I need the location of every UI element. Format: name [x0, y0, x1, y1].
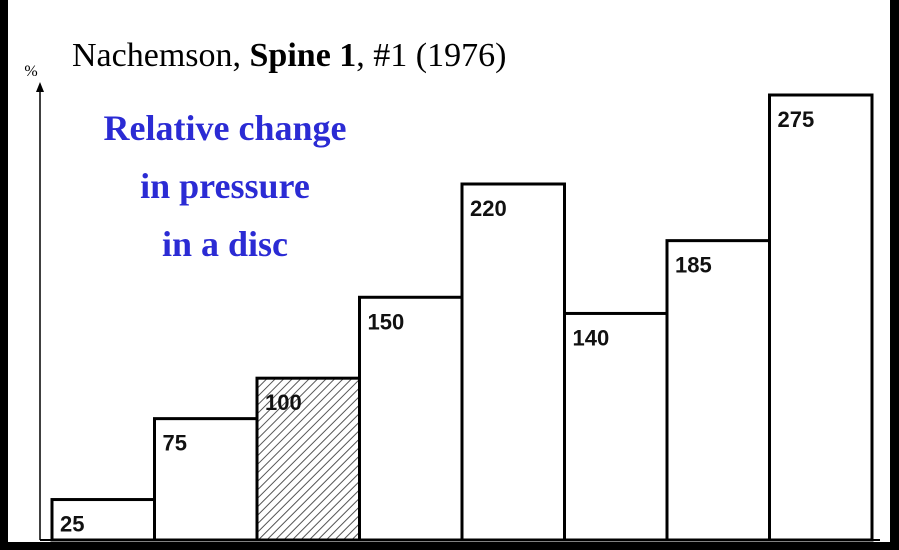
- value-label: 185: [675, 253, 712, 278]
- page: Nachemson, Spine 1, #1 (1976) % 25 75 100 1…: [0, 0, 899, 550]
- value-label: 140: [573, 325, 610, 350]
- annotation-line: in pressure: [140, 166, 310, 206]
- y-axis-label: %: [24, 63, 37, 80]
- value-label: 220: [470, 196, 507, 221]
- title-issue: , #1 (1976): [356, 37, 506, 74]
- value-label: 150: [368, 309, 405, 334]
- title-journal: Spine 1: [250, 37, 357, 74]
- bar: [667, 241, 770, 540]
- annotation-line: Relative change: [104, 108, 347, 148]
- value-label: 25: [60, 512, 84, 537]
- bar: [462, 184, 565, 540]
- bar: [770, 95, 873, 540]
- value-label: 100: [265, 390, 302, 415]
- annotation-line: in a disc: [162, 224, 288, 264]
- value-label: 275: [778, 107, 815, 132]
- value-label: 75: [163, 431, 187, 456]
- title-author: Nachemson,: [72, 37, 250, 74]
- chart-title: Nachemson, Spine 1, #1 (1976): [72, 37, 506, 74]
- chart: Nachemson, Spine 1, #1 (1976) % 25 75 100 1…: [0, 0, 899, 550]
